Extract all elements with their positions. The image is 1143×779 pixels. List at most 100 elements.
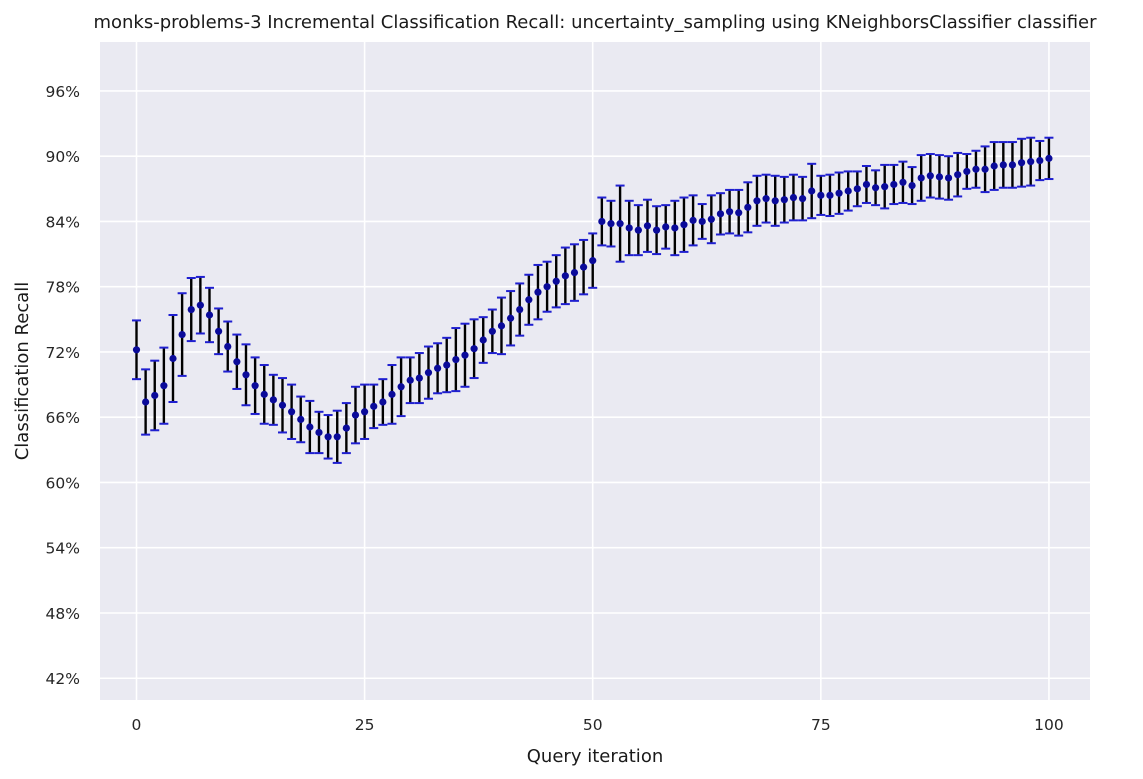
chart-title: monks-problems-3 Incremental Classificat… bbox=[93, 12, 1097, 33]
data-point bbox=[862, 180, 871, 189]
data-point bbox=[351, 411, 360, 419]
y-tick-label: 84% bbox=[46, 213, 80, 231]
data-point bbox=[215, 327, 223, 335]
data-point bbox=[926, 172, 934, 180]
data-point bbox=[789, 193, 798, 202]
data-point bbox=[424, 369, 433, 377]
data-point bbox=[935, 173, 944, 181]
data-point bbox=[388, 390, 396, 398]
data-point bbox=[260, 390, 268, 398]
data-point bbox=[652, 226, 661, 234]
data-point bbox=[233, 358, 241, 366]
data-point bbox=[607, 220, 615, 228]
data-point bbox=[999, 161, 1007, 169]
data-point bbox=[543, 283, 551, 291]
data-point bbox=[251, 382, 259, 390]
data-point bbox=[944, 174, 953, 182]
data-point bbox=[972, 165, 980, 173]
data-point bbox=[616, 220, 624, 228]
data-point bbox=[735, 209, 743, 217]
data-points bbox=[132, 154, 1053, 441]
data-point bbox=[716, 210, 725, 218]
data-point bbox=[142, 398, 150, 406]
data-point bbox=[899, 178, 907, 186]
data-point bbox=[853, 185, 861, 193]
data-point bbox=[224, 342, 232, 351]
data-point bbox=[908, 181, 916, 190]
data-point bbox=[470, 345, 478, 353]
data-point bbox=[205, 311, 214, 319]
data-point bbox=[278, 401, 287, 409]
data-point bbox=[808, 187, 816, 195]
x-tick-label: 50 bbox=[583, 716, 603, 734]
data-point bbox=[151, 391, 159, 400]
y-tick-label: 78% bbox=[46, 279, 80, 297]
y-tick-label: 96% bbox=[46, 83, 80, 101]
y-tick-label: 54% bbox=[46, 540, 80, 558]
data-point bbox=[817, 191, 825, 199]
data-point bbox=[315, 428, 323, 437]
y-tick-label: 42% bbox=[46, 670, 80, 688]
data-point bbox=[579, 263, 588, 271]
data-point bbox=[671, 224, 679, 232]
data-point bbox=[534, 288, 542, 296]
x-axis-label: Query iteration bbox=[527, 746, 663, 767]
x-tick-label: 25 bbox=[355, 716, 375, 734]
data-point bbox=[1036, 156, 1044, 165]
data-point bbox=[762, 195, 770, 203]
data-point bbox=[288, 408, 296, 416]
data-point bbox=[890, 180, 898, 189]
data-point bbox=[415, 374, 423, 382]
data-point bbox=[1027, 158, 1035, 166]
data-point bbox=[570, 268, 579, 277]
data-point bbox=[506, 314, 515, 322]
data-point bbox=[798, 195, 807, 203]
data-point bbox=[561, 272, 569, 280]
data-point bbox=[707, 215, 715, 223]
data-point bbox=[169, 354, 177, 363]
data-point bbox=[516, 305, 524, 314]
data-point bbox=[990, 162, 998, 170]
data-point bbox=[443, 361, 451, 369]
x-tick-label: 0 bbox=[132, 716, 142, 734]
x-ticks: 0 25 50 75 100 bbox=[132, 716, 1064, 734]
data-point bbox=[963, 167, 971, 176]
data-point bbox=[662, 223, 670, 231]
data-point bbox=[771, 197, 779, 205]
data-point bbox=[917, 174, 925, 182]
data-point bbox=[242, 371, 250, 379]
data-point bbox=[452, 355, 460, 364]
data-point bbox=[525, 296, 533, 304]
data-point bbox=[1045, 154, 1053, 162]
y-axis-label: Classification Recall bbox=[12, 282, 33, 461]
data-point bbox=[333, 433, 341, 441]
data-point bbox=[342, 424, 350, 432]
data-point bbox=[954, 171, 962, 179]
data-point bbox=[689, 216, 697, 224]
data-point bbox=[598, 217, 606, 226]
data-point bbox=[625, 224, 633, 232]
data-point bbox=[589, 257, 597, 265]
y-tick-label: 90% bbox=[46, 148, 80, 166]
data-point bbox=[826, 191, 834, 199]
data-point bbox=[981, 165, 989, 173]
data-point bbox=[680, 221, 688, 229]
data-point bbox=[269, 396, 277, 404]
data-point bbox=[361, 408, 369, 416]
data-point bbox=[406, 376, 414, 384]
data-point bbox=[196, 301, 204, 309]
y-ticks: 42% 48% 54% 60% 66% 72% 78% 84% 90% 96% bbox=[46, 83, 80, 688]
data-point bbox=[844, 187, 852, 195]
data-point bbox=[1017, 159, 1026, 167]
data-point bbox=[871, 184, 880, 192]
data-point bbox=[725, 208, 734, 216]
data-point bbox=[461, 351, 469, 359]
data-point bbox=[835, 189, 843, 197]
data-point bbox=[379, 398, 387, 406]
data-point bbox=[497, 322, 506, 330]
data-point bbox=[698, 217, 706, 226]
data-point bbox=[744, 203, 752, 211]
y-tick-label: 66% bbox=[46, 409, 80, 427]
data-point bbox=[187, 305, 195, 314]
